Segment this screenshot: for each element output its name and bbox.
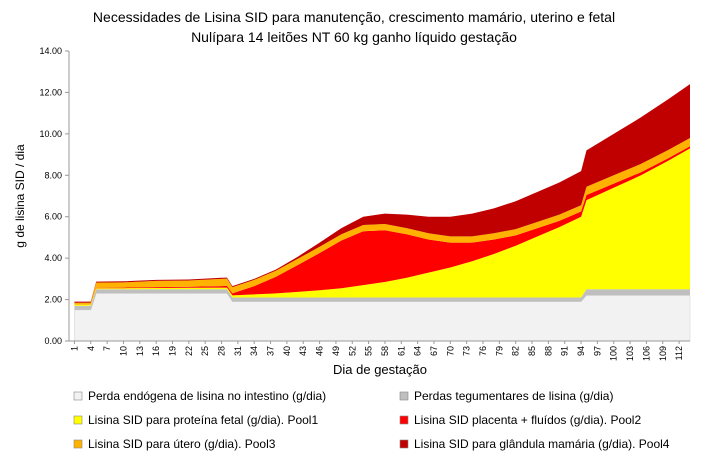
x-tick-label: 19 xyxy=(168,346,178,356)
x-tick-label: 49 xyxy=(331,346,341,356)
x-tick-label: 4 xyxy=(86,346,96,351)
x-tick-label: 103 xyxy=(625,346,635,361)
legend-label: Lisina SID para glândula mamária (g/dia)… xyxy=(414,437,670,451)
x-tick-label: 43 xyxy=(298,346,308,356)
x-tick-label: 1 xyxy=(69,346,79,351)
x-tick-label: 85 xyxy=(527,346,537,356)
legend-label: Lisina SID placenta + fluídos (g/dia). P… xyxy=(414,413,641,427)
x-tick-label: 97 xyxy=(592,346,602,356)
area xyxy=(74,84,690,303)
x-tick-label: 82 xyxy=(511,346,521,356)
area xyxy=(74,146,690,305)
y-tick-label: 6.00 xyxy=(44,212,62,222)
x-tick-label: 64 xyxy=(413,346,423,356)
x-tick-label: 112 xyxy=(674,346,684,360)
x-tick-label: 79 xyxy=(494,346,504,356)
y-tick-label: 0.00 xyxy=(44,336,62,346)
x-tick-label: 37 xyxy=(266,346,276,356)
x-tick-label: 100 xyxy=(609,346,619,361)
x-tick-label: 16 xyxy=(151,346,161,356)
y-tick-label: 4.00 xyxy=(44,253,62,263)
legend-label: Perdas tegumentares de lisina (g/dia) xyxy=(414,389,613,403)
x-tick-label: 10 xyxy=(118,346,128,356)
x-tick-label: 94 xyxy=(576,346,586,356)
x-tick-label: 67 xyxy=(429,346,439,356)
x-tick-label: 73 xyxy=(462,346,472,356)
legend-label: Lisina SID para útero (g/dia). Pool3 xyxy=(88,437,276,451)
legend-swatch xyxy=(399,391,409,401)
chart-title: Necessidades de Lisina SID para manutenç… xyxy=(93,9,615,25)
x-tick-label: 46 xyxy=(315,346,325,356)
legend-swatch xyxy=(399,415,409,425)
x-tick-label: 88 xyxy=(543,346,553,356)
legend-swatch xyxy=(73,391,83,401)
legend-swatch xyxy=(73,415,83,425)
y-tick-label: 8.00 xyxy=(44,170,62,180)
y-axis-title: g de lisina SID / dia xyxy=(13,144,27,248)
x-tick-label: 106 xyxy=(641,346,651,361)
x-tick-label: 76 xyxy=(478,346,488,356)
x-tick-label: 31 xyxy=(233,346,243,356)
y-tick-label: 14.00 xyxy=(39,46,62,56)
y-tick-label: 10.00 xyxy=(39,129,62,139)
x-tick-label: 13 xyxy=(135,346,145,356)
chart-subtitle: Nulípara 14 leitões NT 60 kg ganho líqui… xyxy=(191,29,517,45)
x-tick-label: 55 xyxy=(364,346,374,356)
area xyxy=(74,148,690,306)
area xyxy=(74,289,690,310)
y-tick-label: 2.00 xyxy=(44,295,62,305)
x-tick-label: 61 xyxy=(396,346,406,356)
x-tick-label: 109 xyxy=(658,346,668,361)
x-tick-label: 34 xyxy=(249,346,259,356)
x-tick-label: 7 xyxy=(102,346,112,351)
x-tick-label: 58 xyxy=(380,346,390,356)
x-tick-label: 52 xyxy=(347,346,357,356)
x-tick-label: 22 xyxy=(184,346,194,356)
legend-label: Lisina SID para proteína fetal (g/dia). … xyxy=(88,413,318,427)
x-tick-label: 40 xyxy=(282,346,292,356)
legend-swatch xyxy=(399,439,409,449)
x-tick-label: 70 xyxy=(445,346,455,356)
x-tick-label: 28 xyxy=(217,346,227,356)
x-tick-label: 25 xyxy=(200,346,210,356)
legend-swatch xyxy=(73,439,83,449)
x-tick-label: 91 xyxy=(560,346,570,356)
y-tick-label: 12.00 xyxy=(39,87,62,97)
legend-label: Perda endógena de lisina no intestino (g… xyxy=(88,389,326,403)
x-axis-title: Dia de gestação xyxy=(333,362,427,377)
